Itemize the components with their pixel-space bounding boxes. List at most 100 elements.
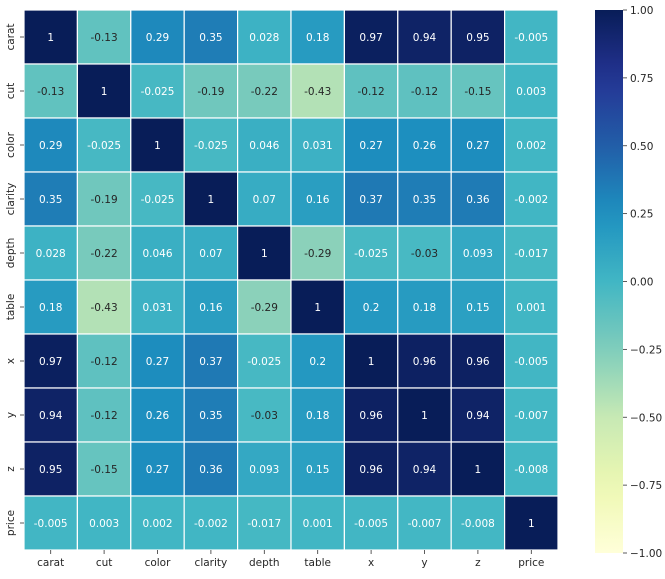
heatmap-cell bbox=[23, 9, 79, 65]
heatmap-cell bbox=[76, 387, 132, 443]
cell-value-label: 0.94 bbox=[466, 410, 490, 422]
cell-value-label: -0.005 bbox=[514, 356, 548, 368]
cell-value-label: 0.046 bbox=[249, 140, 279, 152]
heatmap-cell bbox=[76, 225, 132, 281]
heatmap-cell bbox=[76, 441, 132, 497]
cell-value-label: 0.26 bbox=[146, 410, 170, 422]
cell-value-label: -0.22 bbox=[251, 86, 278, 98]
heatmap-cell bbox=[397, 63, 452, 119]
cell-value-label: -0.43 bbox=[91, 302, 118, 314]
cell-value-label: -0.025 bbox=[141, 86, 175, 98]
heatmap-cell bbox=[504, 387, 559, 443]
cell-value-label: -0.025 bbox=[354, 248, 388, 260]
cell-value-label: 0.031 bbox=[303, 140, 333, 152]
cell-value-label: 0.94 bbox=[39, 410, 63, 422]
cell-value-label: 1 bbox=[101, 86, 108, 98]
heatmap-cell bbox=[237, 495, 292, 551]
heatmap-cell bbox=[343, 117, 399, 173]
cell-value-label: 0.002 bbox=[142, 518, 172, 530]
cell-value-label: 0.27 bbox=[466, 140, 489, 152]
cell-value-label: -0.19 bbox=[91, 194, 118, 206]
y-tick-label: clarity bbox=[5, 183, 17, 216]
heatmap-cell bbox=[343, 495, 399, 551]
heatmap-cell bbox=[450, 387, 506, 443]
cell-value-label: -0.005 bbox=[354, 518, 388, 530]
heatmap-cell bbox=[504, 63, 559, 119]
cell-value-label: 0.046 bbox=[142, 248, 172, 260]
x-tick-label: z bbox=[475, 557, 481, 569]
heatmap-cell bbox=[397, 441, 452, 497]
x-axis-tick-labels: carat cut color clarity depth table x y z price bbox=[37, 550, 544, 569]
heatmap-cell bbox=[130, 279, 185, 335]
heatmap-cell bbox=[450, 117, 506, 173]
cell-value-label: -0.03 bbox=[411, 248, 438, 260]
cell-value-label: -0.43 bbox=[304, 86, 331, 98]
heatmap-cell bbox=[23, 171, 79, 227]
heatmap-cell bbox=[397, 225, 452, 281]
heatmap-cell bbox=[397, 333, 452, 389]
heatmap-cell bbox=[397, 387, 452, 443]
cell-value-label: 0.27 bbox=[146, 356, 169, 368]
heatmap-cell bbox=[290, 387, 346, 443]
heatmap-cell bbox=[183, 63, 239, 119]
cell-value-label: 0.001 bbox=[516, 302, 546, 314]
cell-value-label: 0.07 bbox=[253, 194, 276, 206]
y-tick-label: z bbox=[5, 466, 17, 472]
cell-value-label: 1 bbox=[314, 302, 321, 314]
heatmap-cell bbox=[397, 117, 452, 173]
cell-value-label: 0.093 bbox=[463, 248, 493, 260]
x-tick-label: cut bbox=[96, 557, 113, 569]
heatmap-cell bbox=[343, 333, 399, 389]
cell-value-label: 1 bbox=[475, 464, 482, 476]
cell-value-label: -0.025 bbox=[87, 140, 121, 152]
cell-value-label: 0.35 bbox=[413, 194, 436, 206]
y-tick-label: depth bbox=[5, 238, 17, 269]
colorbar-tick-label: −0.50 bbox=[630, 412, 662, 424]
cell-value-label: 0.093 bbox=[249, 464, 279, 476]
heatmap-cell bbox=[504, 9, 559, 65]
y-tick-label: cut bbox=[5, 83, 17, 100]
heatmap-cells bbox=[23, 9, 559, 551]
cell-value-label: 1 bbox=[154, 140, 161, 152]
heatmap-cell bbox=[504, 117, 559, 173]
colorbar-tick-label: −0.75 bbox=[630, 480, 662, 492]
cell-value-label: -0.002 bbox=[194, 518, 228, 530]
cell-value-label: 1 bbox=[261, 248, 268, 260]
cell-value-label: 0.031 bbox=[142, 302, 172, 314]
cell-value-label: 0.003 bbox=[89, 518, 119, 530]
heatmap-cell bbox=[450, 441, 506, 497]
heatmap-cell bbox=[237, 387, 292, 443]
cell-value-label: 1 bbox=[528, 518, 535, 530]
heatmap-cell bbox=[450, 333, 506, 389]
cell-value-label: 0.35 bbox=[199, 32, 222, 44]
heatmap-cell bbox=[343, 441, 399, 497]
colorbar-tick-label: −0.25 bbox=[630, 344, 662, 356]
heatmap-cell bbox=[76, 63, 132, 119]
cell-value-label: -0.025 bbox=[247, 356, 281, 368]
heatmap-cell bbox=[504, 333, 559, 389]
cell-value-label: -0.002 bbox=[514, 194, 548, 206]
heatmap-cell bbox=[130, 225, 185, 281]
x-tick-label: color bbox=[145, 557, 172, 569]
cell-value-label: 0.001 bbox=[303, 518, 333, 530]
cell-value-label: 0.96 bbox=[466, 356, 490, 368]
heatmap-cell bbox=[504, 225, 559, 281]
cell-value-label: 0.94 bbox=[413, 32, 437, 44]
cell-value-label: 0.97 bbox=[359, 32, 382, 44]
cell-value-label: 0.15 bbox=[466, 302, 489, 314]
cell-value-label: -0.29 bbox=[304, 248, 331, 260]
cell-value-label: 0.96 bbox=[359, 464, 383, 476]
heatmap-cell bbox=[183, 387, 239, 443]
heatmap-cell bbox=[237, 279, 292, 335]
heatmap-cell-labels: 1 -0.13 0.29 0.35 0.028 0.18 0.97 0.94 0.95 -0.00… bbox=[34, 32, 548, 530]
y-tick-label: x bbox=[5, 358, 17, 364]
cell-value-label: -0.15 bbox=[91, 464, 118, 476]
cell-value-label: -0.13 bbox=[37, 86, 64, 98]
heatmap-cell bbox=[397, 9, 452, 65]
heatmap-cell bbox=[450, 63, 506, 119]
heatmap-cell bbox=[183, 333, 239, 389]
cell-value-label: 0.15 bbox=[306, 464, 329, 476]
cell-value-label: -0.017 bbox=[247, 518, 281, 530]
cell-value-label: 0.18 bbox=[413, 302, 436, 314]
heatmap-cell bbox=[343, 171, 399, 227]
